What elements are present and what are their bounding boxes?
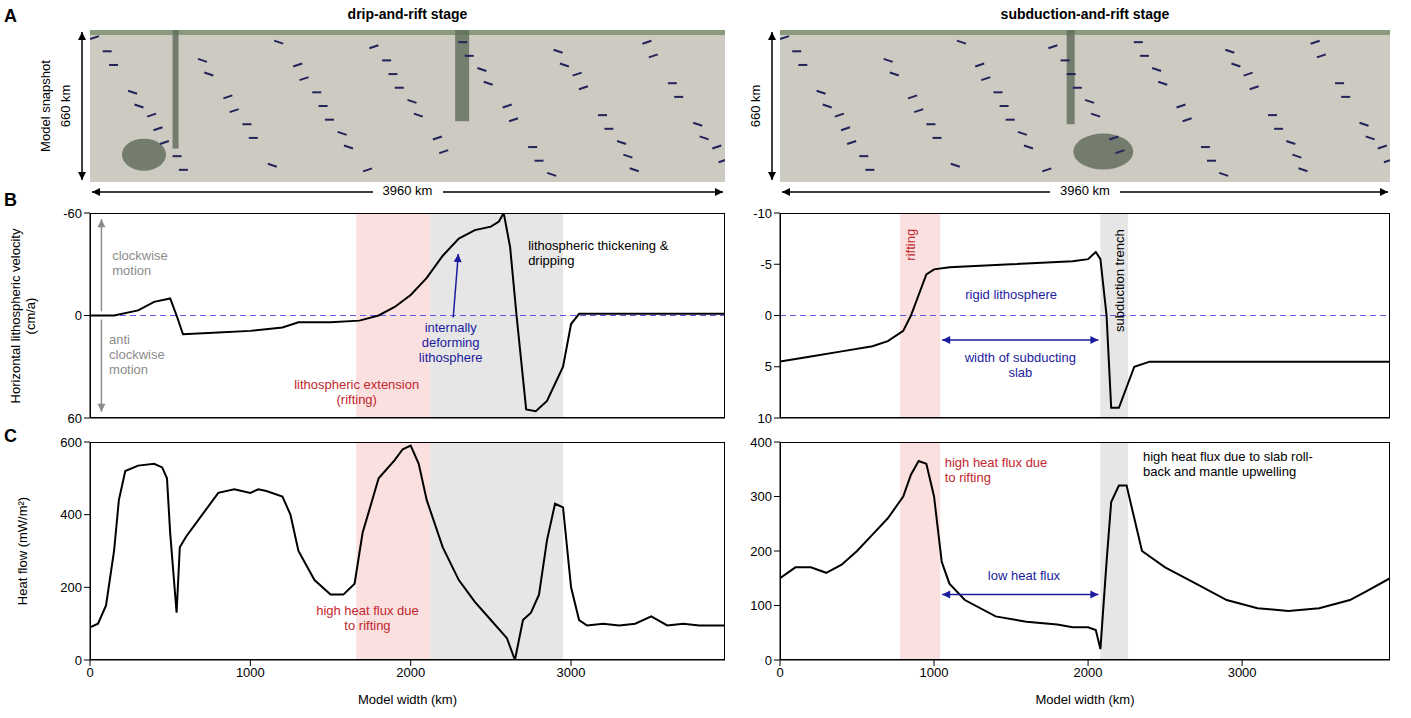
- svg-text:1000: 1000: [236, 665, 265, 680]
- html-text:width of subducting slab: width of subducting slab: [964, 350, 1076, 381]
- html-text:B: B: [4, 190, 17, 210]
- svg-text:300: 300: [750, 489, 772, 504]
- svg-text:Model width (km): Model width (km): [358, 692, 457, 707]
- svg-text:100: 100: [750, 598, 772, 613]
- html-text:high heat flux due to rifting: high heat flux due to rifting: [944, 455, 1048, 486]
- html-text:660 km: 660 km: [748, 84, 763, 128]
- html-text:anti clockwise motion: anti clockwise motion: [109, 331, 165, 377]
- svg-text:0: 0: [765, 653, 772, 668]
- svg-text:0: 0: [765, 308, 772, 323]
- svg-text:5: 5: [765, 359, 772, 374]
- svg-text:rifting: rifting: [903, 229, 918, 261]
- html-text:subduction-and-rift stage: subduction-and-rift stage: [1000, 6, 1170, 22]
- html-text:low heat flux: low heat flux: [987, 568, 1061, 584]
- html-text:rigid lithosphere: rigid lithosphere: [965, 286, 1058, 302]
- html-text:A: A: [4, 6, 17, 26]
- svg-text:0: 0: [86, 665, 93, 680]
- svg-text:0: 0: [776, 665, 783, 680]
- svg-text:2000: 2000: [396, 665, 425, 680]
- html-text:660 km: 660 km: [58, 84, 73, 128]
- html-text:Model snapshot: Model snapshot: [38, 60, 53, 152]
- svg-text:1000: 1000: [920, 665, 949, 680]
- html-text:C: C: [4, 426, 17, 446]
- svg-text:2000: 2000: [1074, 665, 1103, 680]
- svg-text:60: 60: [68, 411, 82, 425]
- svg-text:0: 0: [75, 653, 82, 668]
- svg-text:10: 10: [758, 411, 772, 425]
- svg-text:3000: 3000: [1228, 665, 1257, 680]
- html-text:clockwise motion: clockwise motion: [112, 247, 168, 278]
- svg-text:400: 400: [60, 507, 82, 522]
- svg-text:3000: 3000: [557, 665, 586, 680]
- svg-text:0: 0: [75, 308, 82, 323]
- html-text:3960 km: 3960 km: [382, 183, 433, 198]
- html-text:internally deforming lithosphe: internally deforming lithosphere: [418, 319, 483, 365]
- html-text:3960 km: 3960 km: [1060, 183, 1110, 198]
- svg-text:600: 600: [60, 435, 82, 450]
- svg-text:Model width (km): Model width (km): [1036, 692, 1135, 707]
- svg-text:200: 200: [60, 580, 82, 595]
- html-text:Heat flow (mW/m²): Heat flow (mW/m²): [14, 496, 30, 606]
- svg-text:200: 200: [750, 544, 772, 559]
- html-text:lithospheric thickening & drip: lithospheric thickening & dripping: [528, 237, 669, 268]
- svg-text:400: 400: [750, 435, 772, 450]
- svg-text:-10: -10: [753, 206, 772, 221]
- html-text:high heat flux due to rifting: high heat flux due to rifting: [316, 603, 419, 634]
- svg-text:-5: -5: [760, 257, 772, 272]
- html-text:lithospheric extension (riftin: lithospheric extension (rifting): [294, 377, 420, 407]
- html-text:high heat flux due to slab rol: high heat flux due to slab roll-back and…: [1142, 448, 1313, 479]
- svg-text:-60: -60: [63, 206, 82, 221]
- html-text:Horizontal lithospheric veloci: Horizontal lithospheric velocity (cm/a): [7, 228, 37, 403]
- svg-text:subduction trench: subduction trench: [1112, 229, 1127, 332]
- html-text:drip-and-rift stage: drip-and-rift stage: [347, 6, 468, 22]
